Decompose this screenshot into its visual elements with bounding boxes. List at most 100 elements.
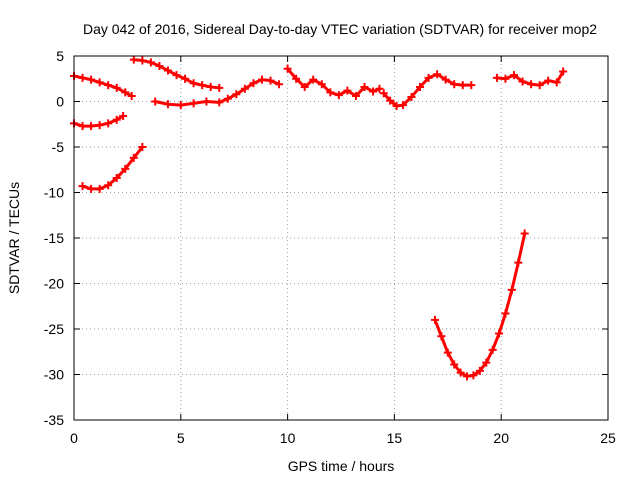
data-point bbox=[559, 67, 568, 76]
y-tick-label: -5 bbox=[52, 139, 65, 155]
chart-title: Day 042 of 2016, Sidereal Day-to-day VTE… bbox=[83, 21, 597, 37]
data-point bbox=[437, 332, 446, 341]
data-point bbox=[326, 88, 335, 97]
y-tick-label: -30 bbox=[44, 367, 64, 383]
data-point bbox=[249, 79, 258, 88]
data-point bbox=[488, 345, 497, 354]
data-point bbox=[458, 81, 467, 90]
data-point bbox=[129, 55, 138, 64]
data-point bbox=[492, 73, 501, 82]
y-tick-labels: 5 0 -5 -10 -15 -20 -25 -30 -35 bbox=[44, 48, 64, 428]
data-point bbox=[510, 71, 519, 80]
data-point bbox=[257, 75, 266, 84]
data-point bbox=[544, 76, 553, 85]
data-point bbox=[129, 153, 138, 162]
series-8 bbox=[492, 67, 568, 90]
data-point bbox=[450, 80, 459, 89]
y-tick-label: 0 bbox=[56, 94, 64, 110]
series-4 bbox=[129, 55, 224, 92]
series-7 bbox=[379, 70, 476, 111]
y-tick-label: -35 bbox=[44, 412, 64, 428]
data-point bbox=[138, 56, 147, 65]
data-point bbox=[552, 78, 561, 87]
x-tick-label: 15 bbox=[387, 430, 403, 446]
data-point bbox=[95, 184, 104, 193]
y-tick-label: -15 bbox=[44, 230, 64, 246]
data-point bbox=[95, 121, 104, 130]
data-point bbox=[292, 74, 301, 83]
data-point bbox=[407, 92, 416, 101]
data-point bbox=[206, 82, 215, 91]
data-point bbox=[386, 96, 395, 105]
plot-area bbox=[70, 55, 568, 381]
data-point bbox=[87, 75, 96, 84]
data-point bbox=[121, 164, 130, 173]
series-5 bbox=[151, 75, 284, 110]
data-point bbox=[119, 112, 128, 121]
grid bbox=[74, 56, 608, 420]
data-point bbox=[334, 91, 343, 100]
x-tick-labels: 0 5 10 15 20 25 bbox=[70, 430, 616, 446]
data-point bbox=[300, 82, 309, 91]
series-3 bbox=[78, 143, 147, 193]
series-6 bbox=[283, 64, 384, 101]
data-point bbox=[379, 89, 388, 98]
data-point bbox=[527, 80, 536, 89]
x-tick-label: 0 bbox=[70, 430, 78, 446]
data-point bbox=[189, 99, 198, 108]
data-point bbox=[189, 79, 198, 88]
data-point bbox=[430, 315, 439, 324]
plot-frame bbox=[73, 55, 609, 421]
data-point bbox=[78, 122, 87, 131]
data-point bbox=[232, 90, 241, 99]
data-point bbox=[172, 71, 181, 80]
series-9 bbox=[430, 229, 529, 381]
y-tick-label: -25 bbox=[44, 321, 64, 337]
data-point bbox=[507, 285, 516, 294]
data-point bbox=[469, 371, 478, 380]
data-point bbox=[138, 143, 147, 151]
data-point bbox=[433, 70, 442, 79]
data-point bbox=[495, 329, 504, 338]
data-point bbox=[424, 73, 433, 82]
data-point bbox=[514, 258, 523, 267]
data-point bbox=[309, 75, 318, 84]
data-point bbox=[176, 101, 185, 110]
x-axis-label: GPS time / hours bbox=[288, 458, 395, 474]
y-tick-label: 5 bbox=[56, 48, 64, 64]
data-point bbox=[163, 66, 172, 75]
data-point bbox=[467, 81, 476, 90]
data-point bbox=[317, 80, 326, 89]
data-point bbox=[95, 78, 104, 87]
data-point bbox=[416, 82, 425, 91]
data-point bbox=[450, 360, 459, 369]
data-point bbox=[112, 173, 121, 182]
data-point bbox=[146, 58, 155, 67]
series-line bbox=[81, 145, 144, 191]
data-point bbox=[78, 182, 87, 191]
data-point bbox=[369, 87, 378, 96]
data-point bbox=[283, 64, 292, 73]
data-point bbox=[441, 75, 450, 84]
data-point bbox=[198, 81, 207, 90]
data-point bbox=[482, 358, 491, 367]
series-2 bbox=[70, 112, 128, 131]
series-1 bbox=[70, 72, 136, 101]
data-point bbox=[104, 119, 113, 128]
data-point bbox=[87, 122, 96, 131]
data-point bbox=[475, 366, 484, 375]
data-point bbox=[151, 97, 160, 106]
data-point bbox=[215, 98, 224, 107]
data-point bbox=[275, 80, 284, 89]
data-point bbox=[375, 84, 384, 93]
y-axis-label: SDTVAR / TECUs bbox=[6, 182, 22, 294]
y-tick-label: -20 bbox=[44, 276, 64, 292]
data-point bbox=[501, 74, 510, 83]
data-point bbox=[398, 101, 407, 110]
data-point bbox=[215, 83, 224, 92]
x-tick-label: 25 bbox=[600, 430, 616, 446]
data-point bbox=[351, 92, 360, 101]
data-point bbox=[223, 94, 232, 103]
